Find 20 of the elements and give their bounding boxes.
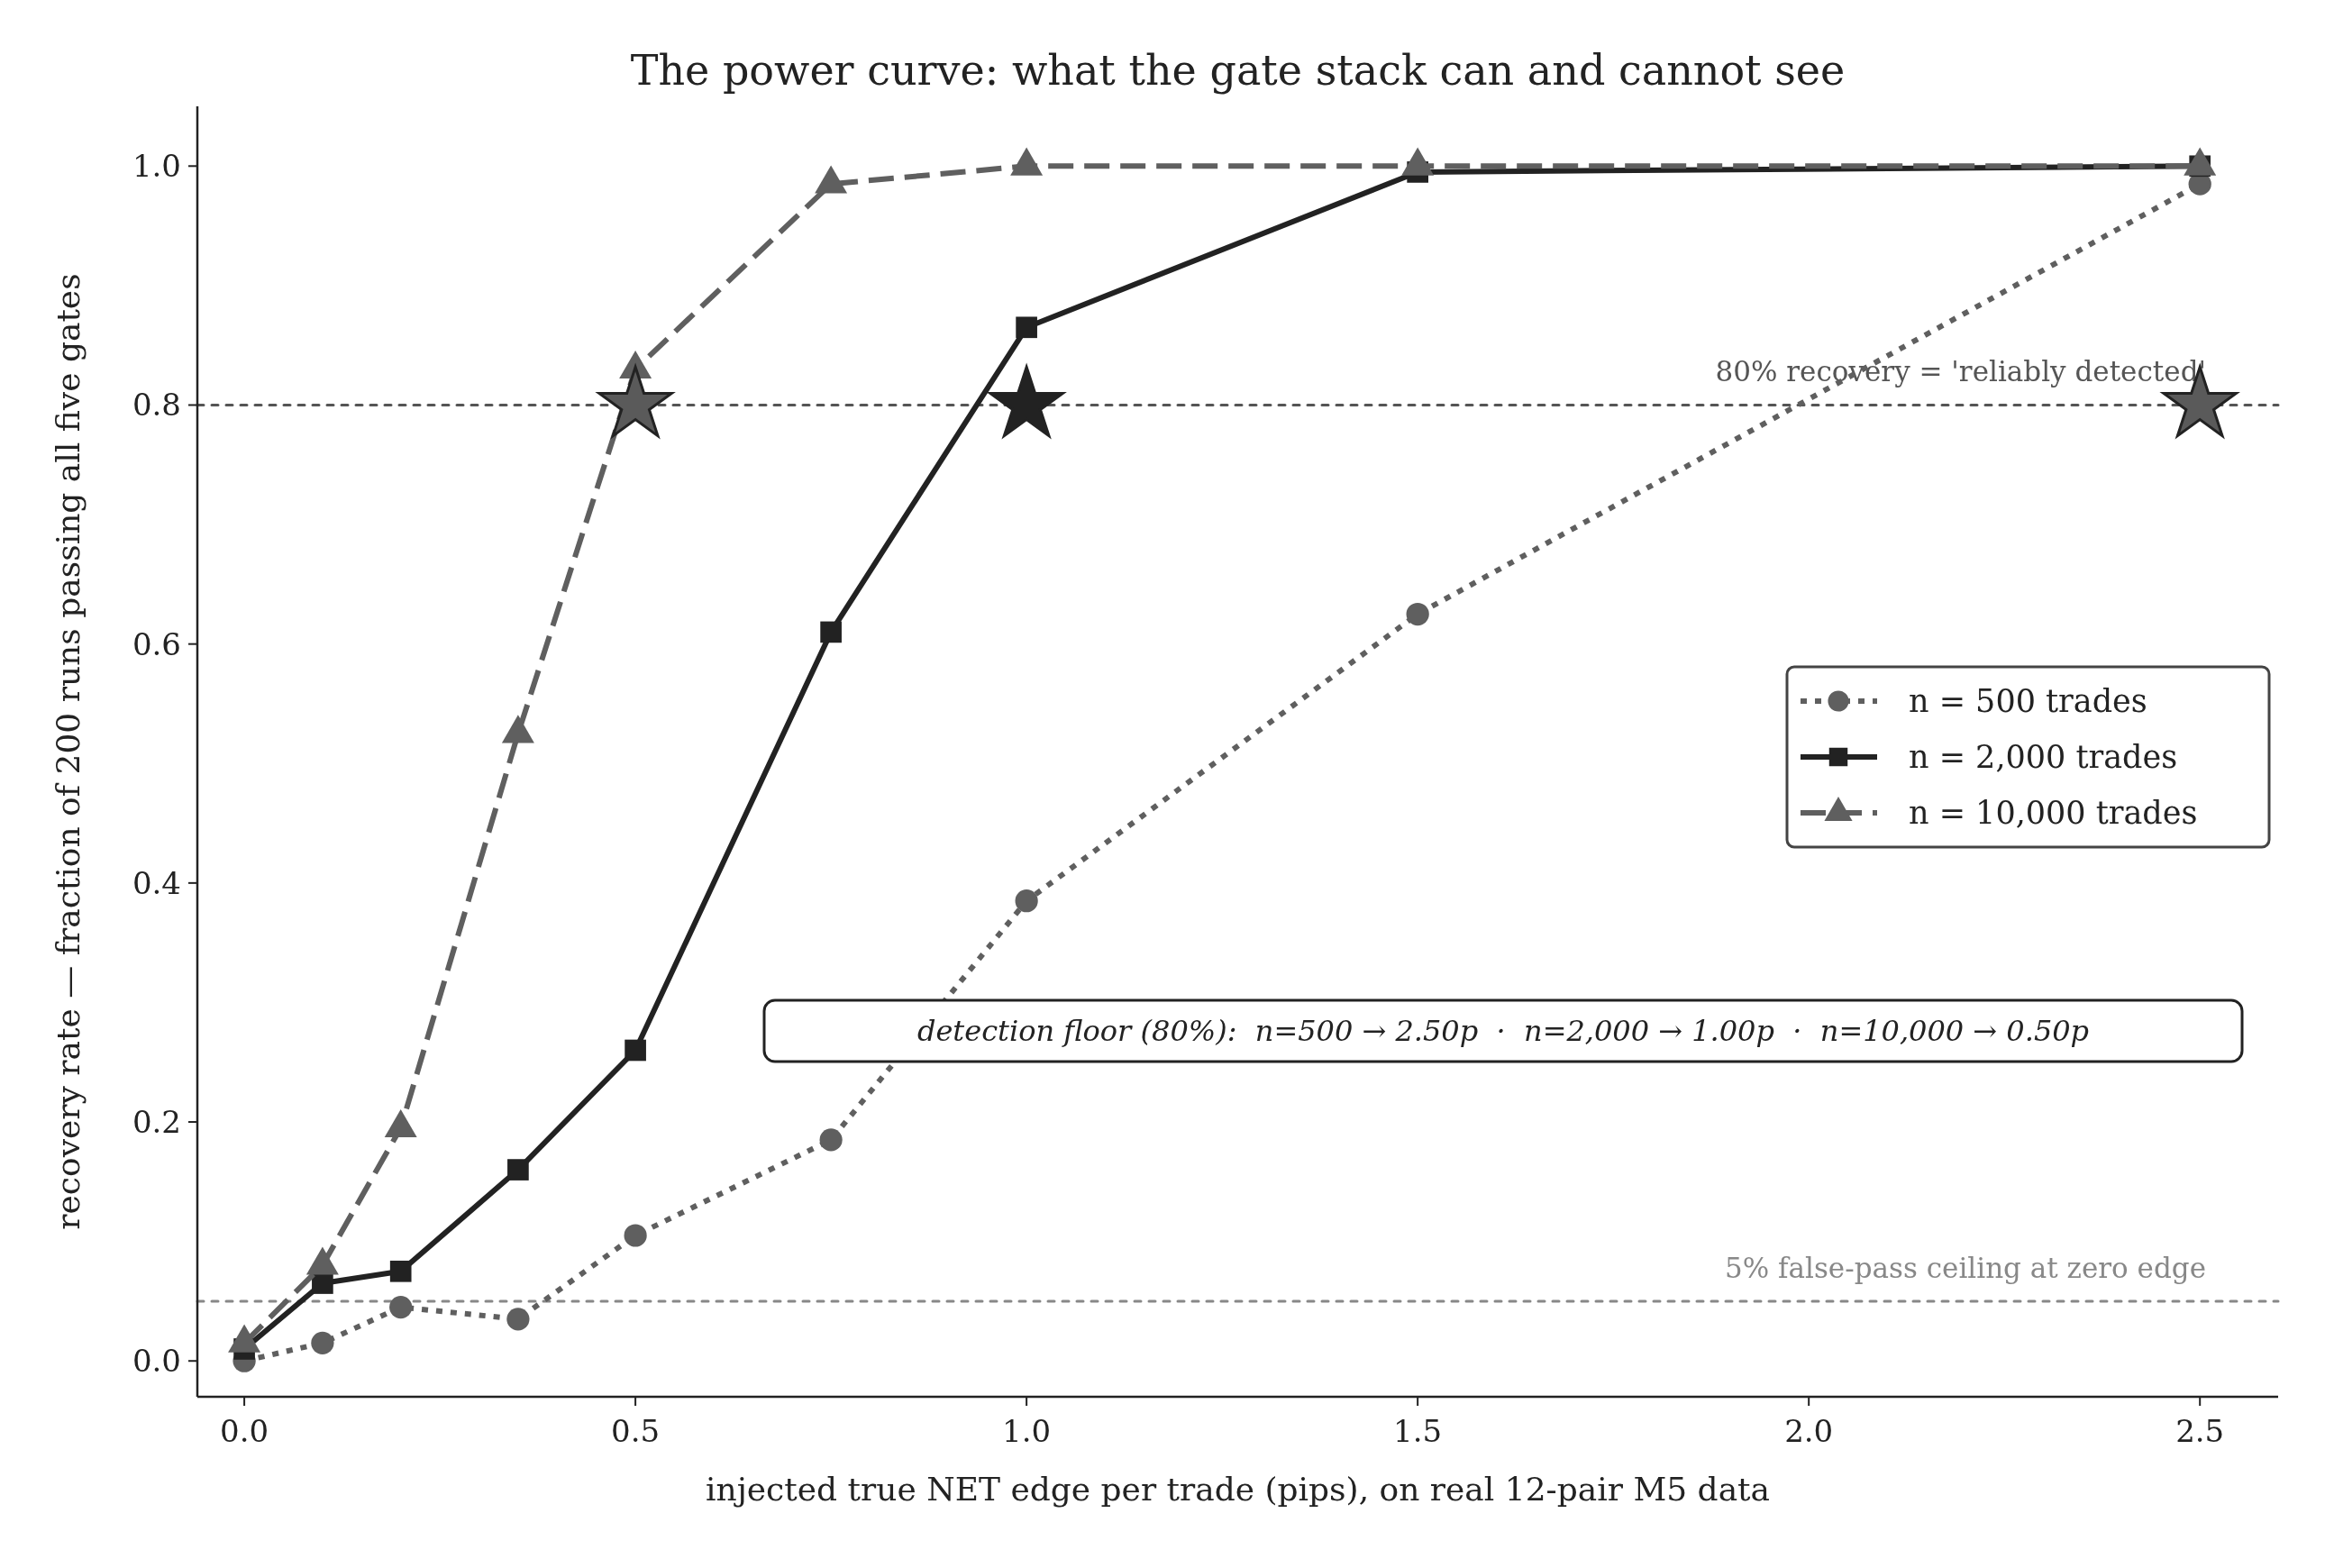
annotation: detection floor (80%): n=500 → 2.50p · n=2,000 → 1.00p · n=10,000 → 0.50p xyxy=(916,1014,2090,1048)
x-tick-label: 0.5 xyxy=(611,1413,661,1449)
y-tick-label: 0.0 xyxy=(132,1343,181,1380)
chart-title: The power curve: what the gate stack can and cannot see xyxy=(630,46,1846,95)
x-tick-label: 2.0 xyxy=(1784,1413,1834,1449)
y-tick-label: 0.8 xyxy=(132,387,181,424)
y-tick-label: 0.4 xyxy=(132,864,181,901)
x-tick-label: 2.5 xyxy=(2175,1413,2225,1449)
ref-line-label: 5% false-pass ceiling at zero edge xyxy=(1725,1251,2206,1284)
legend-label: n = 2,000 trades xyxy=(1909,739,2178,775)
x-tick-label: 1.5 xyxy=(1393,1413,1443,1449)
y-tick-label: 0.6 xyxy=(132,625,181,662)
x-tick-label: 0.0 xyxy=(220,1413,269,1449)
y-axis-title: recovery rate — fraction of 200 runs passing all five gates xyxy=(50,273,87,1230)
y-tick-label: 0.2 xyxy=(132,1104,181,1141)
legend-label: n = 10,000 trades xyxy=(1909,795,2198,831)
y-tick-label: 1.0 xyxy=(132,148,181,185)
legend-label: n = 500 trades xyxy=(1909,683,2147,719)
x-axis-title: injected true NET edge per trade (pips), on real 12-pair M5 data xyxy=(705,1471,1771,1508)
x-tick-label: 1.0 xyxy=(1002,1413,1052,1449)
